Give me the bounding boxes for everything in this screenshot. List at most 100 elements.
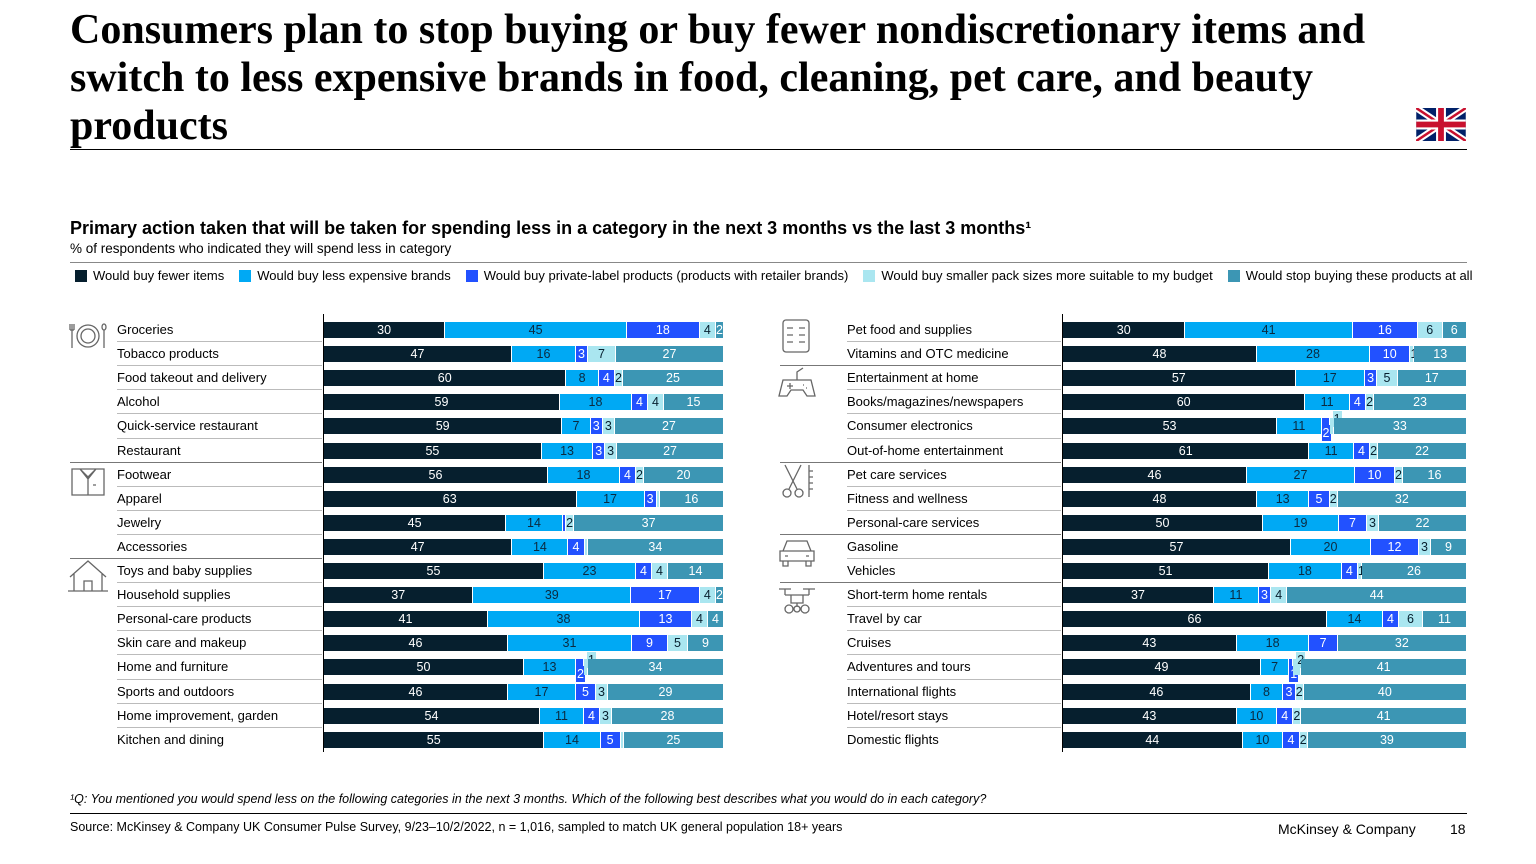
bar-value-label: 53 [1162,419,1177,434]
bar-segment: 2 [1293,652,1306,676]
category-label: Gasoline [847,538,899,554]
bar-segment: 27 [616,346,723,363]
row-separator [117,341,322,343]
bar-value-label: 15 [686,395,701,410]
bar-segment: 15 [664,394,723,411]
bar-segment: 3 [1367,514,1378,531]
legend-item: Would buy fewer items [75,268,224,283]
bar-value-label: 4 [602,371,610,386]
bar-segment: 47 [324,346,511,363]
bar-value-label: 60 [1176,395,1191,410]
bar-segment: 23 [544,563,635,579]
bar-segment: 11 [1309,442,1353,459]
bar-segment: 11 [1423,611,1466,628]
row-separator [117,509,322,511]
bar-value-label: 48 [1152,491,1167,506]
legend-label: Would stop buying these products at all [1245,268,1473,283]
bar-value-label: 13 [1275,491,1290,506]
bar-value-label: 14 [532,539,547,554]
bar-segment: 6 [1399,611,1422,628]
category-label: Adventures and tours [847,659,971,675]
category-label: Apparel [117,490,162,506]
category-label: Hotel/resort stays [847,707,949,723]
bar-value-label: 18 [576,467,591,482]
bar-value-label: 4 [1357,443,1365,458]
bar-value-label: 10 [1367,467,1382,482]
bar-segment: 13 [640,611,691,628]
bar-value-label: 4 [588,708,595,723]
bar-value-label: 25 [666,371,680,386]
bar-segment: 23 [1374,394,1466,411]
car-icon [779,540,815,567]
bar-segment: 2 [636,466,643,483]
bar-value-label: 2 [576,666,585,683]
bar-segment: 4 [584,707,599,724]
bar-segment: 10 [1242,731,1283,748]
row-separator [117,389,322,391]
category-label: Household supplies [117,587,231,603]
bar-value-label: 7 [572,419,580,434]
bar-segment: 4 [1283,731,1299,748]
bar-segment: 3 [602,418,614,435]
legend-label: Would buy less expensive brands [257,268,451,283]
bar-segment: 18 [1236,635,1309,652]
bar-segment: 4 [568,538,584,555]
bar-segment: 57 [1063,538,1290,555]
bar-value-label: 43 [1142,708,1157,723]
bar-value-label: 2 [636,467,643,482]
row-separator [117,630,322,632]
bar-segment: 51 [1063,563,1269,579]
source-note: Source: McKinsey & Company UK Consumer P… [70,820,843,834]
group-separator [780,582,1061,584]
bar-segment: 9 [632,635,667,652]
bar-value-label: 63 [442,491,457,506]
bar-value-label: 8 [1263,684,1270,699]
category-label: Tobacco products [117,346,219,362]
category-label: Travel by car [847,611,922,627]
bar-segment: 4 [692,611,707,628]
dining-plate-icon [69,323,107,348]
bar-segment: 55 [324,563,543,579]
bar-value-label: 9 [702,636,709,651]
row-separator [847,606,1061,608]
bar-value-label: 46 [1147,467,1162,482]
bar-value-label: 17 [1322,371,1337,386]
bar-value-label: 10 [1382,347,1397,362]
bar-value-label: 10 [1255,732,1270,747]
row-separator [847,485,1061,487]
bar-segment: 4 [699,587,715,604]
bar-segment: 30 [324,322,445,338]
bar-segment: 18 [1269,563,1341,579]
row-separator [847,726,1061,728]
bar-value-label: 60 [437,371,452,386]
chart-title: Primary action taken that will be taken … [70,218,1032,238]
bar-segment: 4 [1383,611,1398,628]
row-separator [117,365,322,367]
bar-segment: 2 [715,322,723,338]
bar-segment: 32 [1337,635,1466,652]
legend-label: Would buy private-label products (produc… [483,268,849,283]
bar-value-label: 9 [1445,539,1452,554]
bar-segment: 3 [605,442,617,459]
row-separator [847,341,1061,343]
bar-segment: 4 [636,563,651,579]
bar-value-label: 14 [527,515,541,530]
row-separator [117,702,322,704]
bar-segment: 32 [1337,490,1466,507]
legend: Would buy fewer items Would buy less expe… [75,268,1472,283]
bar-value-label: 44 [1369,588,1384,603]
bar-segment: 1 [1410,346,1417,363]
bar-segment: 38 [488,611,639,628]
category-label: Alcohol [117,394,160,410]
bar-segment: 30 [1063,322,1185,338]
bar-segment: 34 [588,659,723,676]
bar-value-label: 3 [592,419,600,434]
bar-segment: 14 [512,538,568,555]
bar-segment: 16 [1352,322,1418,338]
bar-value-label: 3 [1261,588,1268,603]
bar-value-label: 26 [1407,564,1421,578]
category-label: Jewelry [117,514,162,530]
legend-item: Would buy smaller pack sizes more suitab… [863,268,1213,283]
bar-value-label: 5 [1383,371,1391,386]
bar-segment [656,490,659,507]
